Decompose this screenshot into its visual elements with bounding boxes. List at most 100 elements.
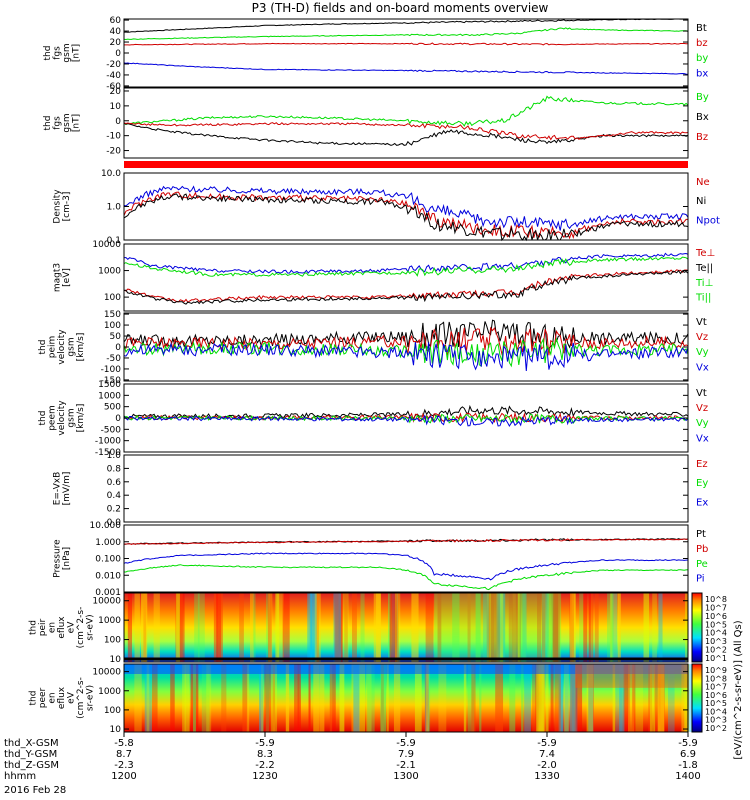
spectrogram-stripe <box>612 593 618 662</box>
spectrogram-stripe <box>619 664 625 732</box>
spectrogram-stripe <box>319 664 325 732</box>
spectrogram-region <box>434 593 562 662</box>
spectrogram-stripe <box>569 664 578 732</box>
y-tick-label: 150 <box>104 310 121 320</box>
spectrogram-stripe <box>259 664 264 732</box>
legend-entry: Te⊥ <box>695 248 715 259</box>
legend-entry: Vy <box>696 418 709 429</box>
y-label-line: magt3 <box>52 263 62 292</box>
y-label-line: [km/s] <box>76 333 86 362</box>
spectrogram-stripe <box>496 593 502 662</box>
legend-entry: by <box>696 53 708 64</box>
spectrogram-stripe <box>591 593 594 662</box>
legend-entry: Bx <box>696 112 709 123</box>
legend-entry: Bt <box>696 23 707 34</box>
series-Vx <box>123 341 689 372</box>
colorbar-tick-label: 10^8 <box>705 595 727 604</box>
spectrogram-stripe <box>182 664 186 732</box>
spectrogram-stripe <box>275 593 280 662</box>
time-axis: thd_X-GSMthd_Y-GSMthd_Z-GSMhhmm-5.88.7-2… <box>4 732 701 782</box>
spectrogram-stripe <box>570 664 577 732</box>
y-tick-label: 0.0 <box>107 518 122 528</box>
y-axis-label: thd peer en eflux eV (cm^2-s-sr-eV) <box>29 677 96 719</box>
spectrogram-stripe <box>282 593 290 662</box>
series-Vy <box>123 337 689 368</box>
legend-entry: Bz <box>696 132 708 143</box>
panel-temperature: Te⊥ Te|| Ti⊥ Ti|| 10000 1000 100 magt3 [eV] <box>52 240 715 312</box>
spectrogram-stripe <box>353 664 360 732</box>
spectrogram-stripe <box>452 593 460 662</box>
x-tick-label: -5.9 <box>255 738 275 749</box>
x-tick-label: -5.9 <box>678 738 698 749</box>
x-tick-label: 1300 <box>393 771 418 782</box>
y-axis: 10.000 1.000 0.100 0.010 0.001 <box>90 521 688 598</box>
y-axis-label: thd peir en eflux eV (cm^2-s-sr-eV) <box>29 607 96 649</box>
spectrogram-stripe <box>588 593 591 662</box>
spectrogram-stripe <box>338 593 341 662</box>
x-tick-label: 1400 <box>675 771 700 782</box>
y-tick-label: 10.0 <box>101 169 121 179</box>
legend-entry: By <box>696 92 709 103</box>
spectrogram-stripe <box>547 593 552 662</box>
spectrogram-stripe <box>475 593 481 662</box>
y-label-line: en <box>48 692 58 703</box>
x-tick-label: 7.9 <box>398 749 414 760</box>
spectrogram-stripe <box>687 664 692 732</box>
y-tick-label: 10000 <box>92 668 121 678</box>
legend-entry: bz <box>696 38 708 49</box>
ion-flag-bar <box>124 161 688 168</box>
y-tick-label: 1.0 <box>107 451 122 461</box>
y-tick-label: 10 <box>110 725 122 735</box>
y-tick-label: -60 <box>106 82 121 92</box>
spectrogram-stripe <box>134 664 142 732</box>
series-Ne <box>123 191 688 240</box>
spectrogram-stripe <box>307 593 312 662</box>
spectrogram-stripe <box>632 664 636 732</box>
series-Pe <box>124 564 689 591</box>
spectrogram-stripe <box>615 664 623 732</box>
colorbar-tick-label: 10^5 <box>705 699 727 708</box>
y-tick-label: 0.100 <box>95 555 121 565</box>
spectrogram-stripe <box>649 664 656 732</box>
spectrogram-stripe <box>610 593 614 662</box>
spectrogram-stripe <box>493 593 500 662</box>
y-label-line: gsm <box>62 43 72 62</box>
spectrogram-stripe <box>579 593 584 662</box>
panel-frame <box>123 524 689 593</box>
legend-entry: Vy <box>696 347 709 358</box>
spectrogram-stripe <box>521 664 524 732</box>
y-axis: 10.0 1.0 0.1 <box>101 169 688 246</box>
spectrogram-stripe <box>373 593 381 662</box>
spectrogram-stripe <box>627 664 634 732</box>
y-tick-label: 0.2 <box>107 505 121 515</box>
spectrogram-stripe <box>542 593 549 662</box>
spectrogram-stripe <box>217 593 223 662</box>
spectrogram-stripe <box>335 593 343 662</box>
spectrogram-stripe <box>588 664 594 732</box>
spectrogram-stripe <box>541 593 546 662</box>
series-by <box>123 27 689 41</box>
spectrogram-stripe <box>508 593 513 662</box>
spectrogram-stripe <box>268 593 273 662</box>
legend-entry: Vz <box>696 332 708 343</box>
y-label-line: peem <box>48 405 58 431</box>
spectrogram-stripe <box>134 593 140 662</box>
y-axis: 10000 1000 100 10 <box>92 597 688 665</box>
spectrogram-stripe <box>394 593 399 662</box>
x-row-label: thd_X-GSM <box>4 738 59 749</box>
y-axis-label: Density [cm-3] <box>52 189 72 224</box>
series-bx <box>123 62 689 75</box>
spectrogram-stripe <box>517 593 520 662</box>
spectrogram-stripe <box>512 593 516 662</box>
spectrogram-stripe <box>395 593 401 662</box>
colorbar-gradient <box>691 592 703 663</box>
spectrogram-stripe <box>294 664 299 732</box>
spectrogram-stripe <box>411 593 419 662</box>
spectrogram-stripe <box>492 593 500 662</box>
spectrogram-stripe <box>681 664 690 732</box>
spectrogram-stripe <box>179 593 185 662</box>
spectrogram-stripe <box>532 664 540 732</box>
y-tick-label: -50 <box>106 354 121 364</box>
colorbar-tick-label: 10^3 <box>705 637 727 646</box>
